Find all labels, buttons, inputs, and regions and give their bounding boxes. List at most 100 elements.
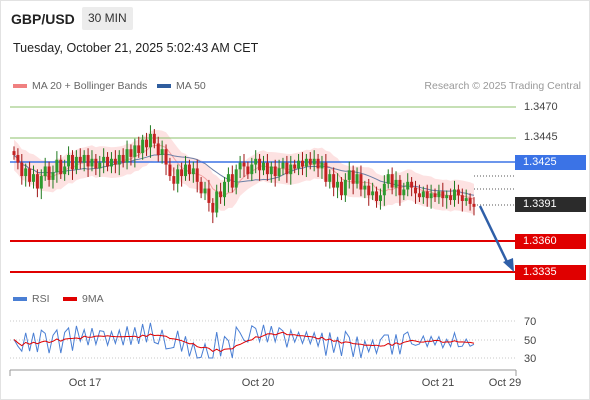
candle-body: [336, 181, 340, 188]
level-tag-last-price: 1.3391: [515, 197, 586, 212]
candle-body: [215, 191, 219, 213]
candle-body: [246, 166, 250, 175]
candle-body: [156, 143, 160, 155]
candle-body: [382, 183, 386, 196]
rsi-tick-label: 30: [524, 353, 536, 365]
candle-body: [98, 162, 102, 169]
legend-rsi-label: RSI: [32, 293, 50, 305]
candle-body: [297, 160, 301, 169]
candle-body: [472, 203, 476, 207]
candle-body: [339, 181, 343, 196]
candle-body: [265, 162, 269, 175]
candle-body: [453, 189, 457, 201]
timeframe-badge[interactable]: 30 MIN: [82, 7, 133, 30]
candle-body: [35, 174, 39, 189]
candle-body: [355, 174, 359, 184]
rsi-line: [13, 322, 475, 359]
candle-body: [289, 164, 293, 175]
forecast-arrow-head: [503, 258, 514, 272]
legend-rsi: RSI: [13, 293, 50, 305]
candle-body: [86, 154, 90, 167]
candle-body: [12, 151, 16, 155]
candle-body: [398, 179, 402, 196]
rsi-tick-label: 50: [524, 335, 536, 347]
candle-body: [445, 195, 449, 199]
timestamp: Tuesday, October 21, 2025 5:02:43 AM CET: [13, 41, 259, 55]
candle-body: [219, 191, 223, 198]
candle-body: [223, 181, 227, 198]
candle-body: [343, 179, 347, 196]
candle-body: [417, 193, 421, 198]
candle-body: [281, 162, 285, 169]
level-tag-support-2: 1.3335: [515, 265, 586, 280]
candle-body: [211, 202, 215, 213]
candle-body: [316, 158, 320, 169]
candle-body: [145, 139, 149, 148]
candle-body: [449, 195, 453, 201]
candle-body: [410, 181, 414, 188]
candle-body: [277, 168, 281, 177]
level-tag-support-1: 1.3360: [515, 234, 586, 249]
x-tick-label: Oct 17: [69, 377, 101, 389]
candle-body: [117, 154, 121, 165]
candle-body: [367, 185, 371, 196]
chart-header: GBP/USD 30 MIN: [0, 0, 590, 36]
candle-body: [441, 191, 445, 199]
candle-body: [74, 156, 78, 170]
candle-body: [78, 156, 82, 163]
candle-body: [24, 168, 28, 177]
legend-ma20: MA 20 + Bollinger Bands: [13, 80, 147, 92]
candle-body: [269, 166, 273, 175]
legend-9ma: 9MA: [63, 293, 104, 305]
candle-body: [67, 154, 71, 167]
x-tick-label: Oct 20: [242, 377, 274, 389]
candle-body: [402, 189, 406, 196]
candle-body: [421, 191, 425, 198]
candle-body: [304, 158, 308, 167]
candle-body: [468, 198, 472, 204]
candle-body: [242, 162, 246, 167]
rsi-swatch: [13, 297, 27, 302]
candle-body: [464, 198, 468, 202]
candle-body: [324, 162, 328, 182]
candle-body: [59, 159, 63, 175]
candle-body: [250, 164, 254, 175]
candle-body: [94, 158, 98, 169]
ma20-swatch: [13, 84, 27, 89]
candle-body: [160, 149, 164, 155]
x-tick-label: Oct 29: [489, 377, 521, 389]
candle-body: [70, 154, 74, 170]
legend-ma20-label: MA 20 + Bollinger Bands: [32, 80, 148, 92]
candle-body: [226, 174, 230, 182]
candle-body: [102, 156, 106, 163]
candle-body: [320, 162, 324, 169]
candle-body: [273, 166, 277, 177]
symbol-label: GBP/USD: [11, 11, 75, 27]
candle-body: [261, 162, 265, 171]
level-label-2: 1.3445: [524, 131, 558, 143]
candle-body: [285, 162, 289, 175]
candle-body: [164, 149, 168, 165]
candle-body: [347, 170, 351, 180]
candle-body: [125, 149, 129, 163]
candle-body: [20, 162, 24, 177]
candle-body: [207, 188, 211, 203]
candle-body: [312, 158, 316, 165]
candle-body: [43, 166, 47, 177]
candle-body: [460, 195, 464, 202]
candle-body: [425, 191, 429, 199]
candle-body: [121, 154, 125, 163]
ma9-swatch: [63, 297, 77, 302]
candle-body: [234, 169, 238, 188]
rsi-tick-label: 70: [524, 316, 536, 328]
candle-body: [82, 154, 86, 163]
candle-body: [293, 164, 297, 169]
candle-body: [137, 145, 141, 154]
candle-body: [133, 145, 137, 157]
candle-body: [109, 158, 113, 167]
candle-body: [375, 191, 379, 202]
candle-body: [106, 156, 110, 167]
candle-body: [187, 164, 191, 175]
candle-body: [433, 193, 437, 198]
